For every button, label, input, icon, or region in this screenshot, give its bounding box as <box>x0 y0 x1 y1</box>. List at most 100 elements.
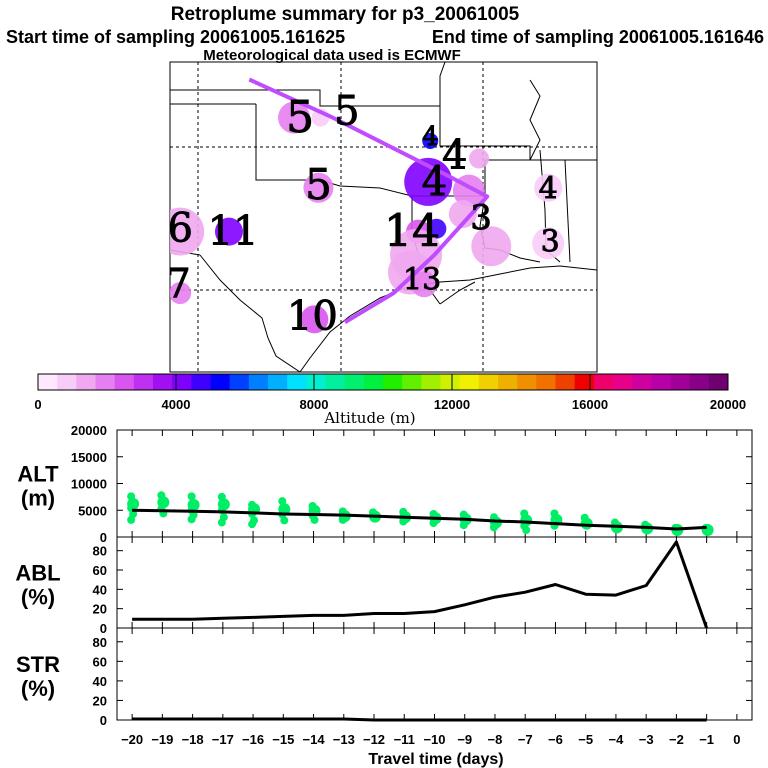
figure-title: Retroplume summary for p3_20061005 <box>171 4 520 25</box>
x-axis-label: Travel time (days) <box>368 751 503 768</box>
colorbar-swatch <box>248 374 269 390</box>
series-line <box>132 508 707 531</box>
timeseries-panels: 05000100001500020000ALT(m)020406080ABL(%… <box>15 423 753 747</box>
y-tick-label: 80 <box>93 635 107 650</box>
colorbar-swatch <box>651 374 671 390</box>
colorbar-swatch <box>344 374 365 390</box>
altitude-point <box>459 521 468 530</box>
plume-circle <box>170 282 192 305</box>
state-border <box>564 159 571 263</box>
colorbar-swatch <box>517 374 537 390</box>
day-label: 11 <box>208 209 259 255</box>
day-label: 3 <box>470 198 492 238</box>
colorbar-swatch <box>363 374 384 390</box>
plume-circle <box>300 305 329 334</box>
altitude-point <box>522 526 531 535</box>
altitude-point <box>399 517 408 526</box>
x-tick-label: −18 <box>182 732 204 747</box>
plume-circle <box>214 217 243 246</box>
colorbar-swatch <box>574 374 595 390</box>
border-rio-grande <box>199 254 301 372</box>
colorbar-tick-label: 4000 <box>162 397 191 412</box>
x-tick-label: −7 <box>518 732 533 747</box>
x-tick-label: −9 <box>457 732 472 747</box>
x-tick-label: −8 <box>488 732 503 747</box>
panel-yunit: (m) <box>21 486 55 511</box>
y-tick-label: 10000 <box>71 477 107 492</box>
x-tick-label: −16 <box>242 732 264 747</box>
x-tick-label: −19 <box>151 732 173 747</box>
day-label: 5 <box>286 92 314 143</box>
met-data-text: Meteorological data used is ECMWF <box>203 47 461 64</box>
colorbar-swatch <box>689 374 710 390</box>
y-tick-label: 40 <box>93 582 107 597</box>
altitude-point <box>310 515 319 524</box>
colorbar-swatch <box>498 374 518 390</box>
colorbar-tick-label: 12000 <box>434 397 470 412</box>
panel-frame <box>116 627 753 721</box>
y-tick-label: 20000 <box>71 423 107 438</box>
panel-ylabel: ALT <box>17 462 59 487</box>
colorbar-swatch <box>383 374 403 390</box>
colorbar-swatch <box>536 374 556 390</box>
x-tick-label: −13 <box>333 732 355 747</box>
colorbar-tick-label: 20000 <box>710 397 746 412</box>
x-tick-label: −12 <box>363 732 385 747</box>
colorbar-swatch <box>153 374 173 390</box>
x-tick-label: −14 <box>303 732 326 747</box>
start-time-text: Start time of sampling 20061005.161625 <box>6 27 345 47</box>
plume-circle <box>303 172 334 203</box>
colorbar-tick-label: 16000 <box>572 397 608 412</box>
y-tick-label: 5000 <box>78 503 107 518</box>
day-label: 5 <box>334 89 359 135</box>
x-tick-label: −17 <box>212 732 234 747</box>
colorbar-swatch <box>133 374 154 390</box>
day-label: 4 <box>442 133 467 179</box>
altitude-point <box>489 523 498 532</box>
plume-circle <box>469 148 490 169</box>
map-frame <box>169 61 598 373</box>
day-label: 4 <box>422 122 439 152</box>
plume-circle <box>422 132 439 149</box>
y-tick-label: 80 <box>93 544 107 559</box>
day-label: 7 <box>165 261 190 307</box>
state-border <box>170 62 446 107</box>
colorbar-swatch <box>172 374 192 390</box>
plume-circle <box>471 226 512 267</box>
x-tick-label: 0 <box>733 732 740 747</box>
panel-frame <box>116 536 753 629</box>
x-tick-label: −1 <box>699 732 714 747</box>
colorbar-swatch <box>268 374 288 390</box>
x-tick-label: −5 <box>578 732 593 747</box>
colorbar-tick-label: 8000 <box>300 397 329 412</box>
y-tick-label: 0 <box>100 530 107 545</box>
colorbar-swatch <box>210 374 231 390</box>
panel-yunit: (%) <box>21 585 55 610</box>
altitude-point <box>127 515 136 524</box>
colorbar-swatch <box>421 374 441 390</box>
colorbar-swatch <box>287 374 307 390</box>
colorbar-swatch <box>459 374 480 390</box>
x-tick-label: −15 <box>272 732 294 747</box>
plume-circle <box>532 227 565 260</box>
panel-str: 0 20 40 60 80 STR(%) <box>16 627 753 728</box>
y-tick-label: 60 <box>93 654 107 669</box>
plume-circle <box>278 101 311 134</box>
x-tick-label: −4 <box>609 732 625 747</box>
colorbar-swatch <box>114 374 135 390</box>
trajectory-track <box>248 77 490 325</box>
series-line <box>132 540 709 629</box>
colorbar-swatch <box>95 374 116 390</box>
panel-abl: 0 20 40 60 80 ABL(%) <box>15 536 753 636</box>
y-tick-label: 0 <box>100 713 107 728</box>
colorbar-swatch <box>708 374 729 390</box>
day-label: 3 <box>541 224 560 259</box>
altitude-point <box>248 520 257 529</box>
colorbar-swatch <box>229 374 250 390</box>
panel-yunit: (%) <box>21 676 55 701</box>
day-label: 4 <box>422 159 447 205</box>
y-tick-label: 0 <box>100 621 107 636</box>
altitude-point <box>701 524 714 537</box>
